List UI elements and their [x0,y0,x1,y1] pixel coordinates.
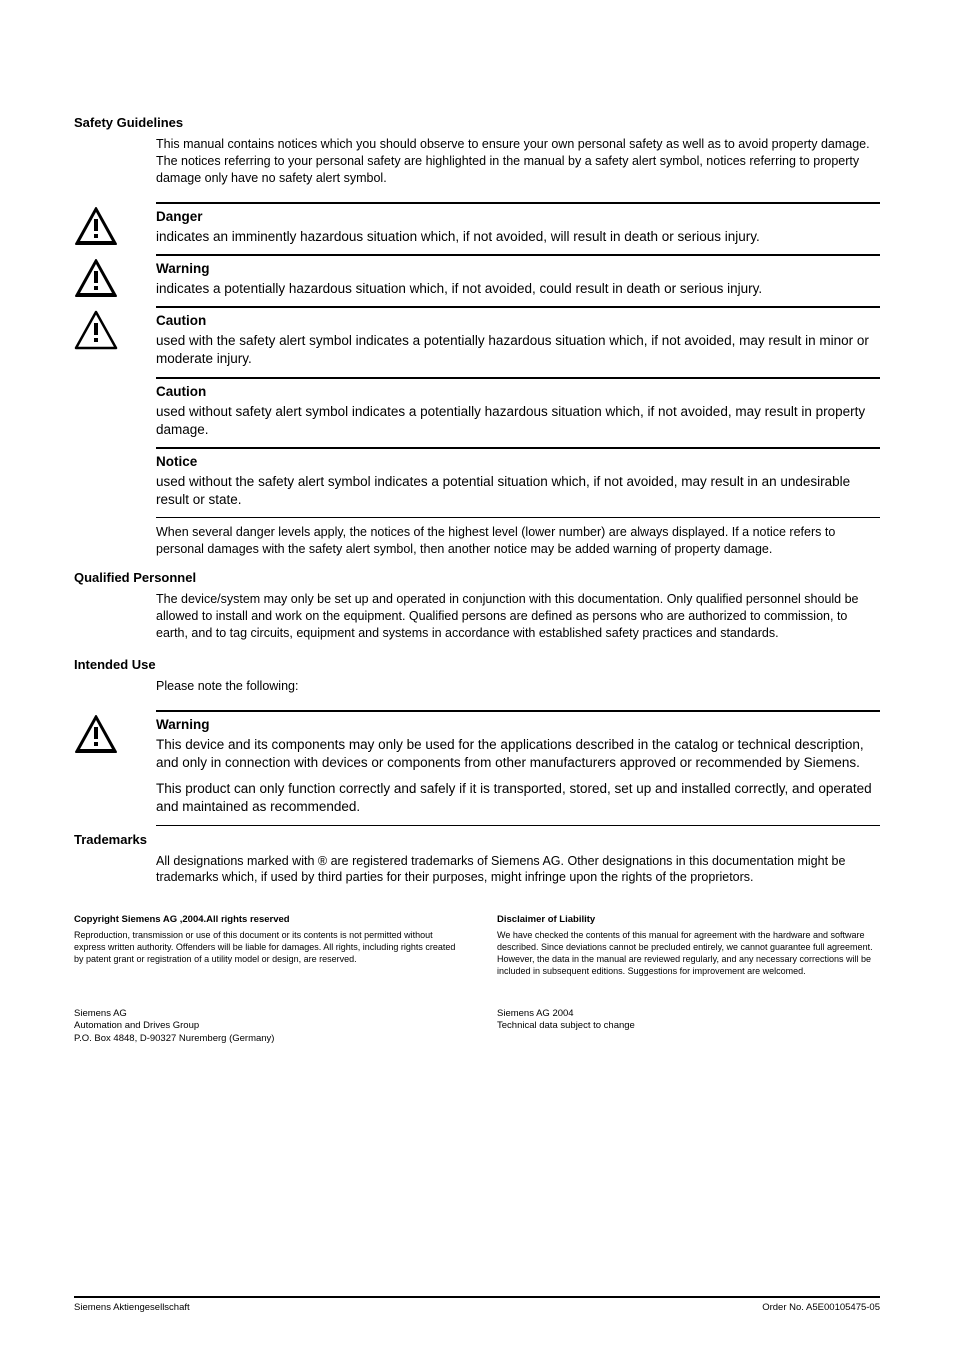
danger-body: indicates an imminently hazardous situat… [156,228,880,246]
notice-title: Notice [156,454,880,469]
notice-block: Notice used without the safety alert sym… [156,447,880,518]
qualified-heading: Qualified Personnel [74,570,880,585]
disclaimer-title: Disclaimer of Liability [497,914,880,927]
intended-warning-title: Warning [156,717,880,732]
disclaimer-column: Disclaimer of Liability We have checked … [497,914,880,977]
caution-symbol-body: used with the safety alert symbol indica… [156,332,880,368]
address-left: Siemens AG Automation and Drives Group P… [74,1008,457,1046]
footer-left: Siemens Aktiengesellschaft [74,1302,190,1313]
footer-right: Order No. A5E00105475-05 [762,1302,880,1313]
caution-nosymbol-block: Caution used without safety alert symbol… [156,377,880,439]
intended-warning-body2: This product can only function correctly… [156,780,880,816]
disclaimer-body: We have checked the contents of this man… [497,929,880,978]
danger-block: Danger indicates an imminently hazardous… [156,202,880,246]
address-right1: Siemens AG 2004 [497,1008,880,1021]
rule [156,377,880,379]
copyright-title: Copyright Siemens AG ,2004.All rights re… [74,914,457,927]
rule [156,710,880,712]
danger-title: Danger [156,209,880,224]
address-right: Siemens AG 2004 Technical data subject t… [497,1008,880,1046]
warning-body: indicates a potentially hazardous situat… [156,280,880,298]
rule [156,254,880,256]
safety-trailing: When several danger levels apply, the no… [156,524,880,558]
safety-intro: This manual contains notices which you s… [156,136,880,187]
intended-warning-body1: This device and its components may only … [156,736,880,772]
rule [156,517,880,518]
warning-triangle-filled-icon [74,206,118,246]
copyright-column: Copyright Siemens AG ,2004.All rights re… [74,914,457,977]
address-line3: P.O. Box 4848, D-90327 Nuremberg (German… [74,1033,457,1046]
rule [156,825,880,826]
caution-symbol-title: Caution [156,313,880,328]
intended-heading: Intended Use [74,657,880,672]
rule [156,447,880,449]
warning-triangle-filled-icon [74,258,118,298]
page-footer: Siemens Aktiengesellschaft Order No. A5E… [74,1296,880,1313]
trademarks-body: All designations marked with ® are regis… [156,853,880,887]
rule [156,202,880,204]
trademarks-heading: Trademarks [74,832,880,847]
caution-symbol-block: Caution used with the safety alert symbo… [156,306,880,368]
warning-triangle-outline-icon [74,310,118,350]
caution-nosymbol-title: Caution [156,384,880,399]
rule [156,306,880,308]
address-right2: Technical data subject to change [497,1020,880,1033]
intended-warning-block: Warning This device and its components m… [156,710,880,826]
address-block: Siemens AG Automation and Drives Group P… [74,1008,880,1046]
intended-intro: Please note the following: [156,678,880,695]
footer-columns: Copyright Siemens AG ,2004.All rights re… [74,914,880,977]
caution-nosymbol-body: used without safety alert symbol indicat… [156,403,880,439]
copyright-body: Reproduction, transmission or use of thi… [74,929,457,965]
safety-heading: Safety Guidelines [74,115,880,130]
qualified-body: The device/system may only be set up and… [156,591,880,642]
footer-rule [74,1296,880,1298]
warning-block: Warning indicates a potentially hazardou… [156,254,880,298]
notice-body: used without the safety alert symbol ind… [156,473,880,509]
address-line1: Siemens AG [74,1008,457,1021]
warning-triangle-filled-icon [74,714,118,754]
address-line2: Automation and Drives Group [74,1020,457,1033]
warning-title: Warning [156,261,880,276]
